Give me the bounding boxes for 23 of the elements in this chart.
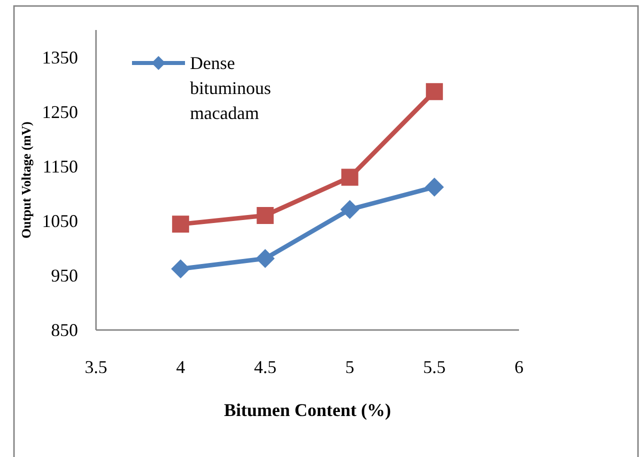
x-tick-label: 4 [176, 357, 186, 377]
legend-label: Dense bituminous macadam [190, 53, 272, 123]
x-axis-title: Bitumen Content (%) [224, 400, 391, 420]
y-tick-label: 950 [51, 265, 78, 286]
x-tick-label: 3.5 [84, 357, 108, 377]
point [424, 178, 444, 197]
x-tick-label: 6 [514, 357, 524, 377]
y-tick-label: 850 [51, 320, 78, 340]
y-tick-label: 1150 [42, 156, 78, 176]
x-tick-label: 5 [345, 357, 354, 377]
y-axis-title: Output Voltage (mV) [18, 121, 34, 239]
point [256, 206, 274, 224]
x-tick-label: 5.5 [423, 357, 446, 377]
point [341, 168, 358, 186]
y-tick-label: 1050 [42, 210, 78, 231]
y-tick-label: 1350 [42, 47, 78, 68]
point [256, 249, 275, 268]
point [340, 200, 360, 219]
point [172, 216, 190, 233]
point [171, 259, 190, 278]
x-tick-label: 4.5 [254, 357, 276, 377]
point [426, 83, 443, 100]
y-tick-label: 1250 [42, 102, 78, 122]
